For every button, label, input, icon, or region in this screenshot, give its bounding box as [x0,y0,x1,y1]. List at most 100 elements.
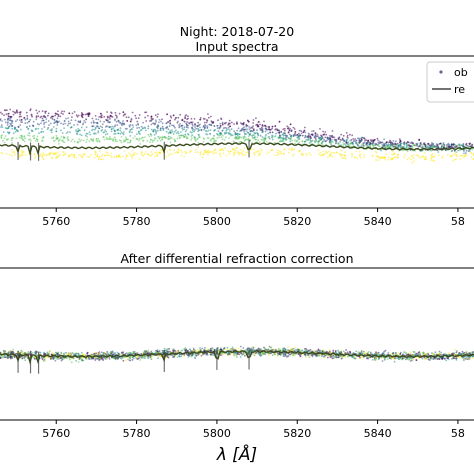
data-point [325,133,328,136]
data-point [110,356,113,359]
data-point [347,141,350,144]
data-point [119,127,122,130]
data-point [122,114,125,117]
data-point [430,159,432,162]
data-point [55,134,58,137]
data-point [60,357,62,359]
data-point [278,152,280,155]
data-point [243,147,245,150]
data-point [401,358,403,361]
data-point [393,152,396,155]
data-point [115,120,118,123]
data-point [282,134,285,137]
data-point [228,152,230,155]
data-point [42,153,45,156]
data-point [114,140,117,143]
data-point [99,125,102,128]
data-point [391,153,393,156]
data-point [94,357,97,359]
data-point [51,157,53,159]
data-point [454,152,456,155]
data-point [374,150,377,153]
data-point [153,133,156,136]
data-point [271,134,273,137]
data-point [190,354,193,357]
data-point [83,120,86,122]
data-point [32,125,35,128]
data-point [118,112,121,115]
data-point [452,143,455,146]
data-point [378,145,381,148]
data-point [65,132,68,135]
data-point [461,154,463,157]
data-point [75,114,78,117]
data-point [126,141,129,144]
data-point [210,124,213,127]
data-point [194,126,196,128]
data-point [180,355,183,358]
data-point [261,136,264,138]
data-point [342,350,345,353]
data-point [218,126,221,129]
x-tick-label: 5820 [283,215,311,228]
data-point [94,132,97,135]
data-point [41,117,44,120]
data-point [432,155,435,158]
bottom-panel: 5760 5780 5800 5820 5840 58 [0,267,474,440]
data-point [84,121,87,124]
data-point [204,130,207,132]
data-point [291,139,293,142]
data-point [70,354,73,357]
data-point [13,154,16,156]
data-point [278,134,281,137]
data-point [404,154,406,156]
data-point [242,137,245,140]
data-point [80,126,83,129]
data-point [183,120,186,123]
data-point [27,351,30,353]
data-point [264,138,267,141]
data-point [433,159,436,162]
data-point [120,123,123,126]
data-point [192,347,195,350]
data-point [25,111,28,114]
data-point [248,133,251,135]
data-point [145,111,148,114]
data-point [141,154,144,157]
data-point [261,127,264,130]
data-point [246,128,248,131]
data-point [233,130,236,133]
data-point [103,154,106,157]
data-point [0,135,3,137]
data-point [328,134,331,137]
data-point [254,151,256,154]
data-point [357,351,360,354]
data-point [435,353,438,356]
data-point [156,129,159,132]
data-point [177,116,180,119]
data-point [280,130,283,133]
data-point [205,348,208,351]
data-point [167,128,170,131]
data-point [49,129,52,132]
data-point [424,358,427,361]
data-point [28,125,31,128]
data-point [71,153,73,156]
data-point [62,123,65,126]
data-point [38,110,41,113]
bottom-scatter-points [0,345,474,374]
data-point [129,129,132,131]
data-point [120,141,123,144]
data-point [418,155,420,158]
data-point [114,118,116,121]
data-point [406,353,409,356]
data-point [280,140,283,143]
data-point [79,129,81,132]
data-point [191,127,194,130]
data-point [9,115,12,118]
data-point [192,128,195,131]
data-point [319,350,321,352]
data-point [254,352,257,355]
data-point [207,153,209,156]
data-point [108,121,111,124]
